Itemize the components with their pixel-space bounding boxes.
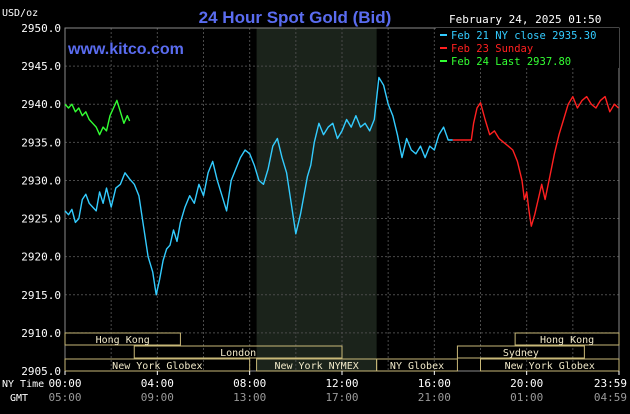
legend-backdrop <box>436 28 619 68</box>
gmt-tick-label: 05:00 <box>48 391 81 404</box>
y-tick-label: 2950.0 <box>21 22 61 35</box>
session-label: Hong Kong <box>96 335 150 346</box>
ny-tick-label: 00:00 <box>48 377 81 390</box>
session-box <box>376 358 458 372</box>
y-tick-label: 2945.0 <box>21 60 61 73</box>
series-line-2 <box>452 95 619 227</box>
site-watermark: www.kitco.com <box>67 41 184 58</box>
gmt-label: GMT <box>10 393 28 404</box>
session-box <box>514 332 620 346</box>
ny-tick-label: 16:00 <box>418 377 451 390</box>
legend-label: Feb 24 Last 2937.80 <box>451 56 571 68</box>
session-label: New York Globex <box>505 361 595 372</box>
gmt-tick-label: 04:59 <box>594 391 627 404</box>
nymex-shade <box>256 28 377 371</box>
series-line-1 <box>64 76 453 296</box>
y-tick-label: 2915.0 <box>21 289 61 302</box>
gmt-tick-label: 17:00 <box>325 391 358 404</box>
y-tick-label: 2925.0 <box>21 213 61 226</box>
session-box <box>480 358 620 372</box>
gmt-tick-label: 01:00 <box>510 391 543 404</box>
ny-tick-label: 23:59 <box>594 377 627 390</box>
legend-label: Feb 23 Sunday <box>451 43 533 55</box>
gmt-tick-label: 21:00 <box>418 391 451 404</box>
session-label: NY Globex <box>390 361 444 372</box>
session-box <box>456 345 585 359</box>
chart-title: 24 Hour Spot Gold (Bid) <box>199 8 392 27</box>
session-label: New York Globex <box>112 361 202 372</box>
y-tick-label: 2930.0 <box>21 174 61 187</box>
session-label: New York NYMEX <box>274 361 358 372</box>
y-tick-label: 2935.0 <box>21 136 61 149</box>
ny-time-label: NY Time <box>2 379 44 390</box>
unit-label: USD/oz <box>2 8 38 19</box>
session-box <box>64 332 181 346</box>
session-label: Sydney <box>503 348 539 359</box>
y-tick-label: 2910.0 <box>21 327 61 340</box>
ny-tick-label: 12:00 <box>325 377 358 390</box>
session-box <box>133 345 343 359</box>
ny-tick-label: 04:00 <box>141 377 174 390</box>
y-tick-label: 2920.0 <box>21 251 61 264</box>
session-label: Hong Kong <box>540 335 594 346</box>
session-label: London <box>220 348 256 359</box>
ny-tick-label: 08:00 <box>233 377 266 390</box>
gmt-tick-label: 13:00 <box>233 391 266 404</box>
ny-tick-label: 20:00 <box>510 377 543 390</box>
legend-label: Feb 21 NY close 2935.30 <box>451 30 596 42</box>
gmt-tick-label: 09:00 <box>141 391 174 404</box>
y-tick-label: 2905.0 <box>21 365 61 378</box>
series-line-3 <box>64 99 131 136</box>
chart-timestamp: February 24, 2025 01:50 <box>449 13 601 26</box>
y-tick-label: 2940.0 <box>21 98 61 111</box>
